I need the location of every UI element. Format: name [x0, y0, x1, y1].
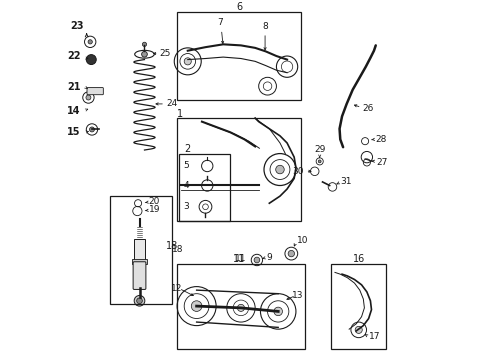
Text: 30: 30 — [292, 167, 304, 176]
Text: 2: 2 — [184, 144, 190, 154]
Text: 5: 5 — [183, 162, 189, 171]
Text: 24: 24 — [166, 99, 177, 108]
Text: 17: 17 — [368, 332, 379, 341]
Text: 3: 3 — [183, 202, 189, 211]
Text: 21: 21 — [67, 82, 81, 92]
Circle shape — [184, 58, 191, 65]
Bar — [134, 239, 145, 260]
Text: 29: 29 — [313, 145, 325, 154]
Circle shape — [89, 127, 94, 132]
Circle shape — [86, 55, 96, 64]
Circle shape — [254, 257, 259, 263]
Text: 6: 6 — [236, 3, 242, 12]
Bar — [177, 264, 304, 349]
Text: 16: 16 — [352, 254, 364, 264]
Circle shape — [88, 40, 92, 44]
Circle shape — [273, 307, 282, 316]
Circle shape — [318, 160, 321, 163]
Circle shape — [354, 326, 362, 333]
Text: 18: 18 — [165, 241, 178, 251]
Text: 20: 20 — [148, 197, 160, 206]
Text: 27: 27 — [376, 158, 387, 167]
Text: 4: 4 — [183, 181, 189, 190]
Bar — [177, 118, 301, 221]
Text: 25: 25 — [160, 49, 171, 58]
Text: 23: 23 — [71, 21, 84, 31]
Text: 28: 28 — [375, 135, 386, 144]
Text: 12: 12 — [171, 284, 182, 293]
Text: 10: 10 — [296, 236, 308, 245]
Text: 1: 1 — [177, 109, 183, 119]
Bar — [331, 264, 386, 349]
Text: 18: 18 — [171, 245, 183, 254]
Text: 11: 11 — [234, 254, 245, 263]
Circle shape — [275, 165, 284, 174]
Circle shape — [136, 298, 142, 303]
Text: 31: 31 — [340, 177, 351, 186]
Bar — [177, 12, 301, 100]
FancyBboxPatch shape — [133, 262, 145, 289]
Text: 9: 9 — [266, 253, 272, 262]
Text: 26: 26 — [362, 104, 373, 113]
Bar — [109, 196, 171, 304]
Bar — [179, 154, 230, 221]
Text: 7: 7 — [216, 18, 222, 27]
Text: 19: 19 — [148, 206, 160, 215]
Circle shape — [134, 296, 144, 306]
Text: 13: 13 — [292, 291, 303, 300]
Text: 22: 22 — [67, 51, 81, 61]
Circle shape — [237, 304, 244, 311]
Text: 11: 11 — [233, 254, 245, 264]
Circle shape — [191, 301, 202, 311]
Text: 8: 8 — [262, 22, 267, 31]
Circle shape — [142, 42, 146, 46]
Circle shape — [142, 51, 147, 57]
Bar — [132, 259, 146, 264]
Circle shape — [86, 95, 91, 100]
Text: 15: 15 — [67, 127, 81, 137]
FancyBboxPatch shape — [87, 87, 103, 95]
Circle shape — [287, 251, 294, 257]
Text: 14: 14 — [67, 106, 81, 116]
